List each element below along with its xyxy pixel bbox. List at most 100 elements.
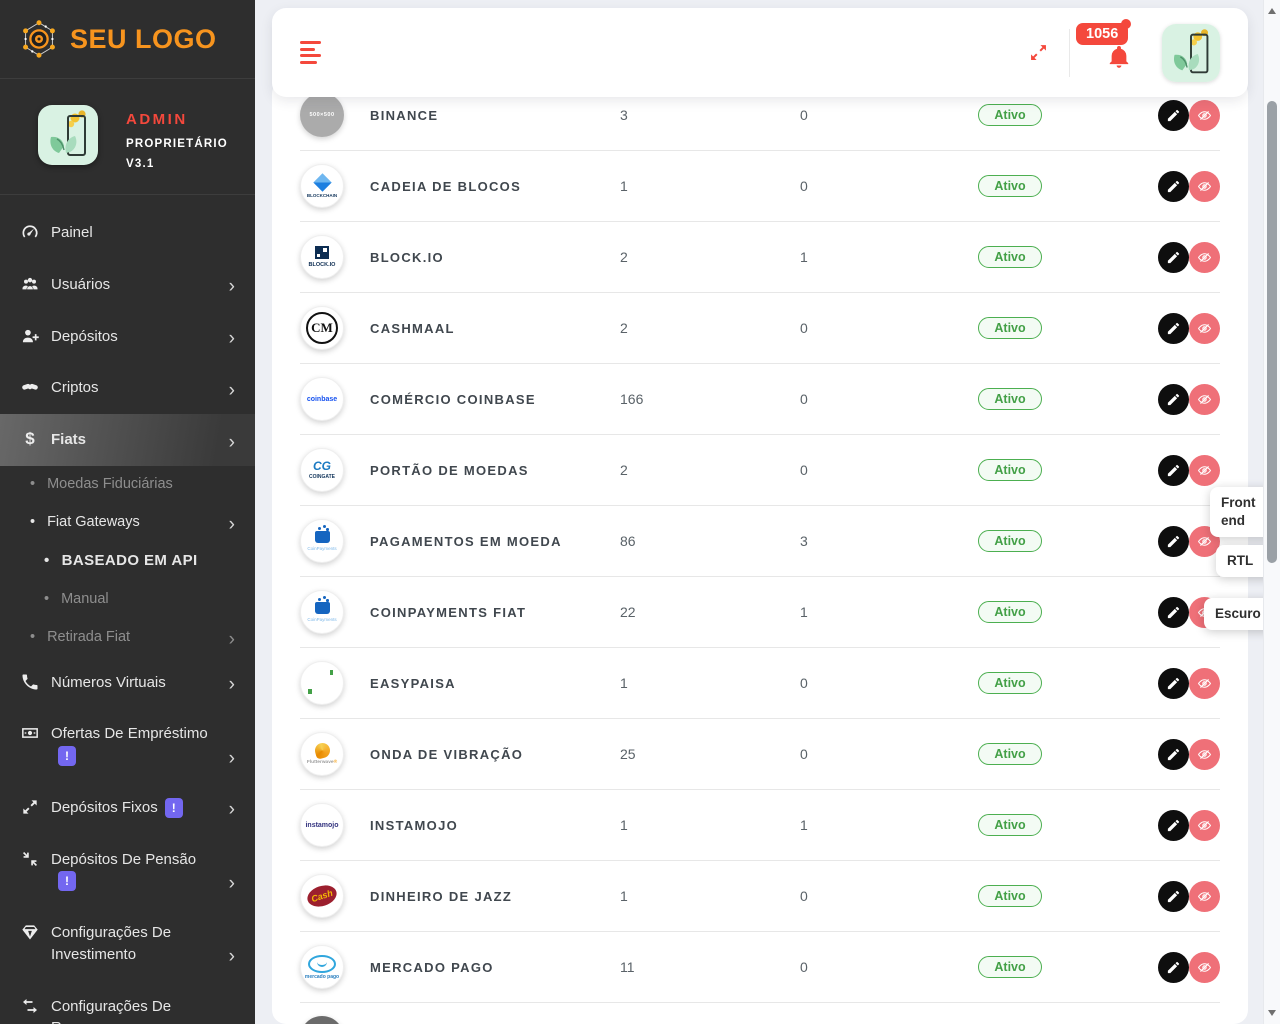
gateway-row: BLOCKCHAIN CADEIA DE BLOCOS 1 0 Ativo	[300, 151, 1220, 222]
admin-avatar[interactable]	[38, 105, 98, 165]
admin-name: ADMIN	[126, 111, 188, 128]
gateway-name: BLOCK.IO	[370, 249, 444, 265]
gateway-logo	[300, 1016, 344, 1024]
edit-gateway-button[interactable]	[1158, 170, 1189, 202]
edit-gateway-button[interactable]	[1158, 738, 1189, 770]
hide-gateway-button[interactable]	[1189, 383, 1220, 415]
gateway-logo: BLOCKCHAIN	[300, 164, 344, 208]
sidebar-item-label: BASEADO EM API	[61, 552, 198, 570]
sidebar-toggle-button[interactable]	[300, 38, 324, 68]
edit-gateway-button[interactable]	[1158, 596, 1189, 628]
edit-gateway-button[interactable]	[1158, 809, 1189, 841]
dashboard-icon	[18, 222, 42, 242]
chevron-right-icon: ›	[228, 872, 235, 894]
pencil-icon	[1167, 961, 1180, 973]
hide-gateway-button[interactable]	[1189, 99, 1220, 131]
sidebar-item-ofertas-de-empr-stimo[interactable]: Ofertas De Empréstimo! ›	[0, 708, 255, 782]
sidebar-item-label: Criptos	[51, 379, 99, 397]
fullscreen-button[interactable]	[1028, 42, 1049, 63]
gateway-value-2: 1	[800, 249, 808, 265]
gateway-row: BLOCK.IO BLOCK.IO 2 1 Ativo	[300, 222, 1220, 293]
sidebar-item-manual[interactable]: • Manual	[0, 581, 255, 619]
gateway-value-2: 0	[800, 320, 808, 336]
hide-gateway-button[interactable]	[1189, 738, 1220, 770]
sidebar-item-dep-sitos-de-pens-o[interactable]: Depósitos De Pensão! ›	[0, 834, 255, 908]
sidebar-item-label: Ofertas De Empréstimo!	[51, 723, 221, 767]
scrollbar-thumb[interactable]	[1267, 101, 1277, 563]
chevron-right-icon: ›	[228, 674, 235, 696]
sidebar-item-configura-es-de-investimento[interactable]: Configurações De Investimento ›	[0, 907, 255, 981]
sidebar-item-label: Depósitos De Pensão!	[51, 849, 221, 893]
bullet-icon: •	[44, 552, 50, 570]
sidebar-item-label: Depósitos	[51, 327, 118, 345]
status-badge: Ativo	[978, 104, 1042, 126]
sidebar-item-retirada-fiat[interactable]: • Retirada Fiat ›	[0, 619, 255, 657]
gateway-row: instamojo INSTAMOJO 1 1 Ativo	[300, 790, 1220, 861]
sidebar-item-n-meros-virtuais[interactable]: Números Virtuais ›	[0, 657, 255, 709]
eye-slash-icon	[1197, 323, 1212, 333]
user-avatar[interactable]	[1162, 23, 1220, 82]
topbar: 1056	[272, 8, 1248, 97]
sidebar-item-moedas-fiduci-rias[interactable]: • Moedas Fiduciárias	[0, 466, 255, 504]
gateway-name: CADEIA DE BLOCOS	[370, 178, 522, 194]
sidebar-item-criptos[interactable]: Criptos ›	[0, 362, 255, 414]
eye-slash-icon	[1197, 749, 1212, 759]
sidebar-item-fiat-gateways[interactable]: • Fiat Gateways ›	[0, 504, 255, 542]
gateway-row: coinbase COMÉRCIO COINBASE 166 0 Ativo	[300, 364, 1220, 435]
edit-gateway-button[interactable]	[1158, 241, 1189, 273]
gateway-value-2: 0	[800, 178, 808, 194]
gateway-name: COINPAYMENTS FIAT	[370, 604, 527, 620]
hide-gateway-button[interactable]	[1189, 170, 1220, 202]
money-icon	[18, 723, 42, 743]
edit-gateway-button[interactable]	[1158, 383, 1189, 415]
sidebar-item-configura-es-de-remessa[interactable]: Configurações De Remessa ›	[0, 981, 255, 1024]
hide-gateway-button[interactable]	[1189, 241, 1220, 273]
status-badge: Ativo	[978, 672, 1042, 694]
hide-gateway-button[interactable]	[1189, 667, 1220, 699]
status-badge: Ativo	[978, 743, 1042, 765]
status-badge: Ativo	[978, 388, 1042, 410]
hide-gateway-button[interactable]	[1189, 454, 1220, 486]
sidebar-item-fiats[interactable]: $ Fiats ›	[0, 414, 255, 466]
scroll-up-arrow[interactable]	[1267, 8, 1276, 14]
scroll-down-arrow[interactable]	[1267, 1010, 1276, 1016]
sidebar-item-dep-sitos-fixos[interactable]: Depósitos Fixos! ›	[0, 782, 255, 834]
gateway-logo: BLOCK.IO	[300, 235, 344, 279]
sidebar-item-label: Painel	[51, 224, 93, 241]
hide-gateway-button[interactable]	[1189, 951, 1220, 983]
edit-gateway-button[interactable]	[1158, 99, 1189, 131]
edit-gateway-button[interactable]	[1158, 312, 1189, 344]
gateway-name: BINANCE	[370, 107, 439, 123]
burger-line	[300, 41, 321, 45]
edit-gateway-button[interactable]	[1158, 525, 1189, 557]
eye-slash-icon	[1197, 465, 1212, 475]
sidebar-item-baseado-em-api[interactable]: • BASEADO EM API	[0, 542, 255, 581]
hide-gateway-button[interactable]	[1189, 880, 1220, 912]
gateway-value-1: 3	[620, 107, 628, 123]
sidebar-menu: Painel Usuários › Depósitos › Criptos › $ Fiats ›…	[0, 195, 255, 1024]
user-plus-icon	[18, 326, 42, 346]
sidebar-item-usu-rios[interactable]: Usuários ›	[0, 259, 255, 311]
edit-gateway-button[interactable]	[1158, 454, 1189, 486]
status-badge: Ativo	[978, 956, 1042, 978]
sidebar-item-dep-sitos[interactable]: Depósitos ›	[0, 311, 255, 363]
notifications-button[interactable]: 1056	[1076, 18, 1142, 76]
gateway-logo	[300, 661, 344, 705]
sidebar-item-painel[interactable]: Painel	[0, 207, 255, 259]
logo[interactable]: SEU LOGO	[0, 0, 255, 79]
gateway-value-2: 1	[800, 817, 808, 833]
gateway-name: DINHEIRO DE JAZZ	[370, 888, 513, 904]
hide-gateway-button[interactable]	[1189, 809, 1220, 841]
gateway-value-1: 1	[620, 888, 628, 904]
edit-gateway-button[interactable]	[1158, 951, 1189, 983]
bullet-icon: •	[44, 591, 50, 608]
hide-gateway-button[interactable]	[1189, 312, 1220, 344]
bullet-icon: •	[30, 629, 36, 646]
vertical-scrollbar[interactable]	[1263, 0, 1280, 1024]
sidebar-item-label: Depósitos Fixos!	[51, 797, 183, 819]
edit-gateway-button[interactable]	[1158, 667, 1189, 699]
sidebar-item-label: Fiat Gateways	[47, 514, 140, 531]
edit-gateway-button[interactable]	[1158, 880, 1189, 912]
gateway-row: EASYPAISA 1 0 Ativo	[300, 648, 1220, 719]
gateway-value-1: 86	[620, 533, 636, 549]
